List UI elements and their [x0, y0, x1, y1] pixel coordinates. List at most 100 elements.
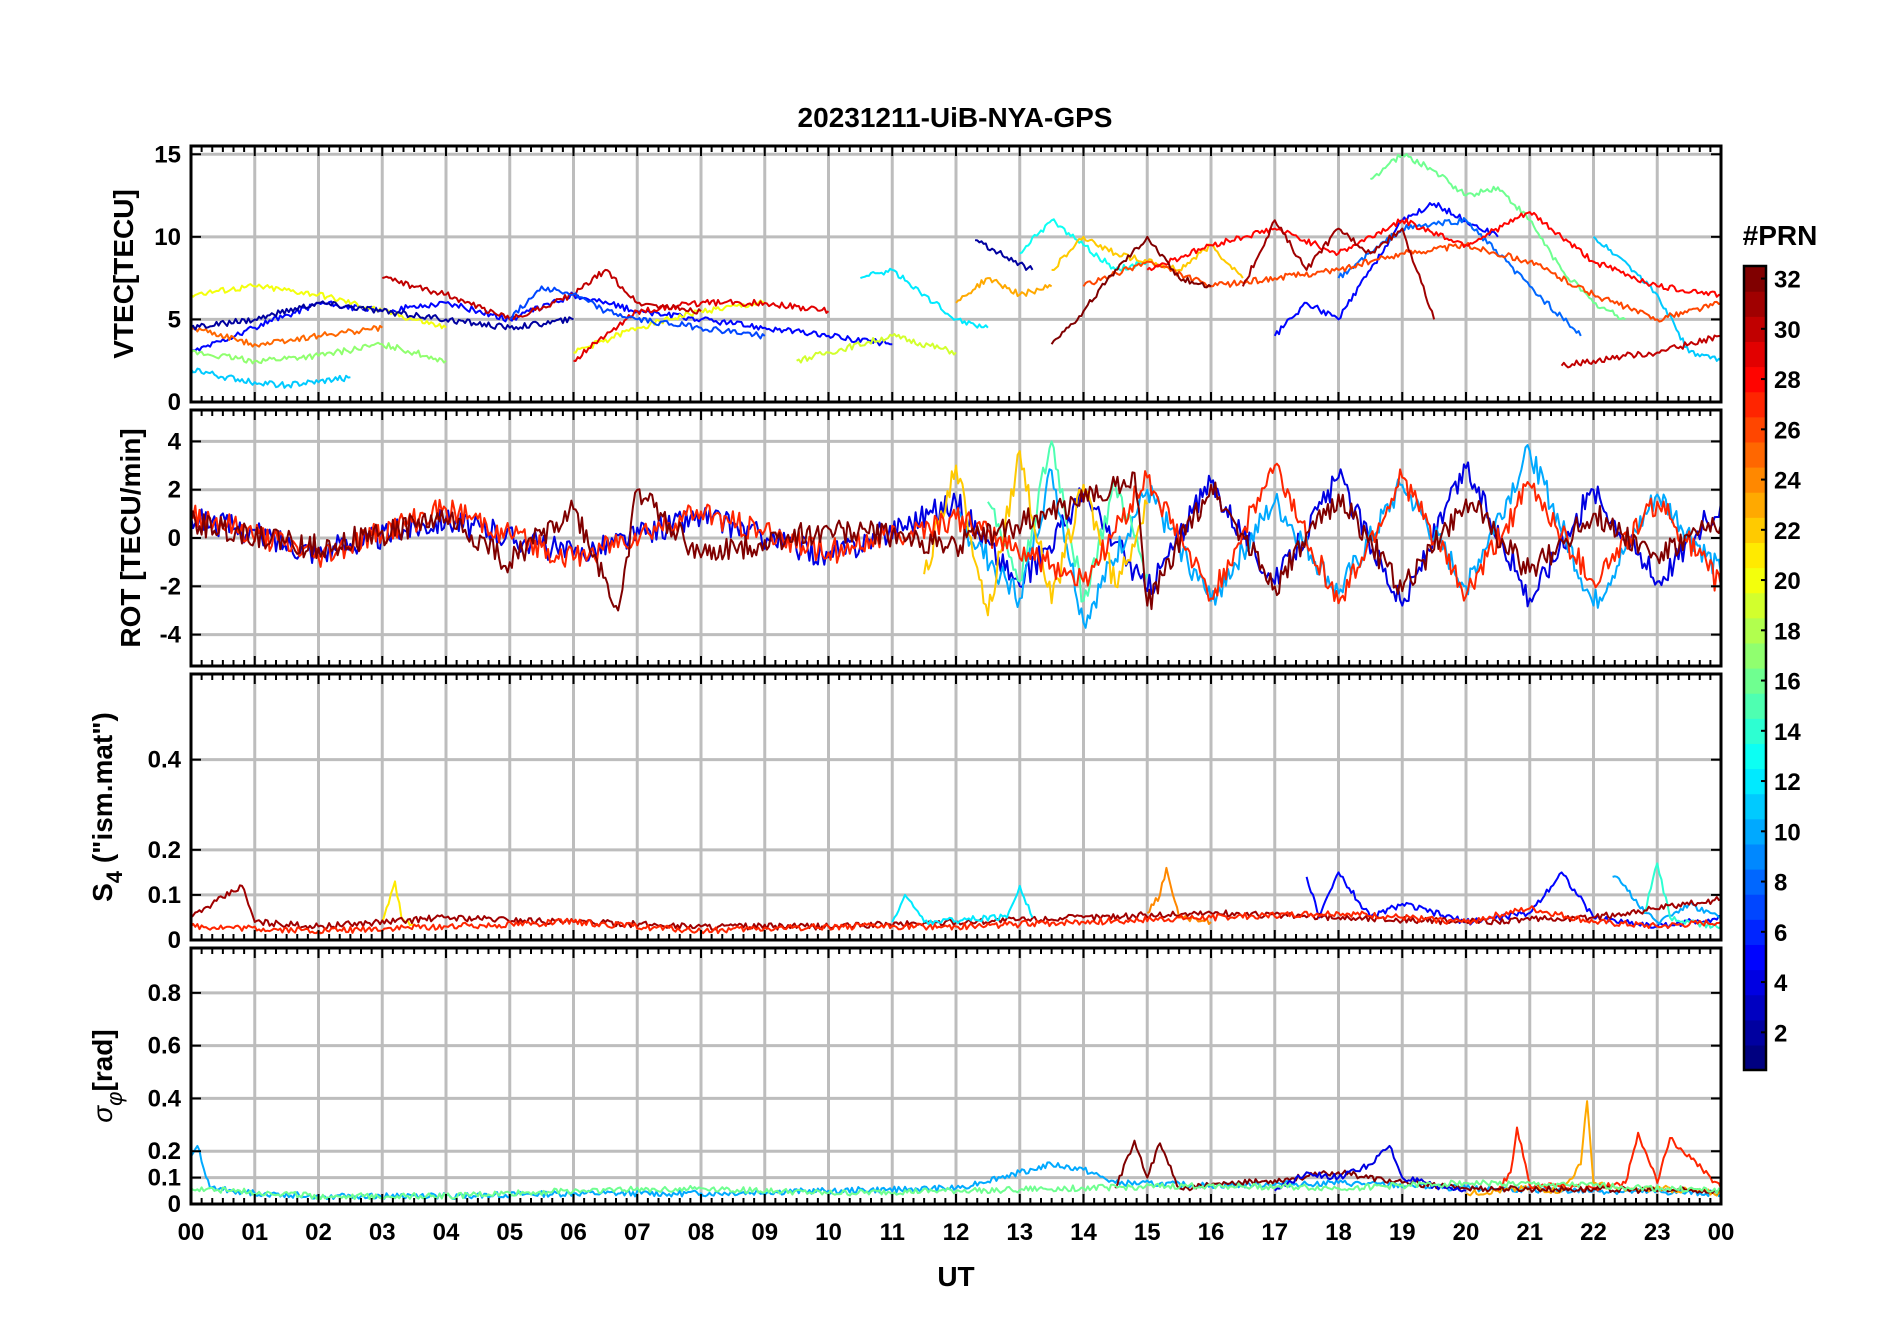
colorbar-band-prn-19: [1744, 592, 1766, 619]
colorbar-tick-label: 24: [1774, 468, 1801, 495]
x-tick-label: 11: [880, 1219, 905, 1246]
panel-vtec-series-prn-25: [191, 324, 383, 348]
colorbar-band-prn-25: [1744, 441, 1766, 468]
x-tick-label: 12: [943, 1219, 970, 1246]
x-tick-label: 01: [241, 1219, 268, 1246]
colorbar-frame: [1742, 264, 1768, 1072]
colorbar-band-prn-11: [1744, 793, 1766, 820]
panel-s4-series-prn-10: [1612, 875, 1721, 925]
colorbar-band-prn-17: [1744, 642, 1766, 669]
x-tick-label: 23: [1644, 1219, 1671, 1246]
panel-s4-ytick-label: 0.4: [148, 747, 182, 774]
colorbar-tick-label: 10: [1774, 819, 1801, 846]
panel-rot-series-prn-10: [955, 444, 1721, 629]
colorbar-tick-label: 26: [1774, 417, 1801, 444]
panel-rot-ytick-label: -2: [160, 573, 181, 600]
panel-vtec-series-prn-29: [573, 298, 830, 362]
panel-vtec-series-prn-2: [191, 300, 574, 331]
panel-vtec-series: [191, 153, 1721, 389]
colorbar-band-prn-21: [1744, 542, 1766, 569]
panel-sigma_phi-series-prn-27: [1497, 1126, 1721, 1192]
colorbar-band-prn-3: [1744, 994, 1766, 1021]
panel-vtec-ylabel: VTEC[TECU]: [108, 189, 139, 359]
colorbar-tick-label: 12: [1774, 769, 1801, 796]
x-axis-label: UT: [937, 1261, 974, 1292]
panel-vtec-series-prn-26: [1082, 242, 1721, 323]
colorbar-tick-label: 32: [1774, 267, 1801, 294]
colorbar-band-prn-32: [1744, 266, 1766, 292]
panel-sigma-phi-ylabel-main: σ: [87, 1105, 118, 1123]
colorbar-band-prn-2: [1744, 1019, 1766, 1046]
panel-vtec-ytick-label: 15: [154, 141, 181, 168]
x-tick-label: 04: [433, 1219, 460, 1246]
panel-s4-series-prn-12: [891, 884, 1034, 926]
panel-vtec-series-prn-20: [191, 283, 447, 330]
panel-sigma_phi-ytick-label: 0.1: [148, 1165, 181, 1192]
colorbar-band-prn-28: [1744, 366, 1766, 393]
panel-rot-series-prn-15: [987, 440, 1149, 603]
panel-s4-ytick-label: 0.2: [148, 837, 181, 864]
panel-vtec-ytick-label: 10: [154, 224, 181, 251]
x-tick-label: 00: [178, 1219, 205, 1246]
x-tick-label: 17: [1261, 1219, 1288, 1246]
panel-s4: 0 0.1 0.2 0.4 S4 ("ism.mat"): [87, 672, 1723, 954]
colorbar-tick-label: 28: [1774, 367, 1801, 394]
panel-rot-ytick-label: 4: [168, 428, 182, 455]
panel-vtec: 0 5 10 15 VTEC[TECU]: [108, 141, 1723, 416]
panel-s4-ylabel-sub: 4: [102, 870, 127, 883]
panel-s4-ylabel-rest: ("ism.mat"): [87, 712, 118, 871]
colorbar-band-prn-18: [1744, 617, 1766, 644]
x-tick-label: 18: [1325, 1219, 1352, 1246]
colorbar-band-prn-10: [1744, 818, 1766, 845]
panel-sigma_phi-ytick-label: 0: [168, 1191, 181, 1218]
colorbar-tick-label: 18: [1774, 618, 1801, 645]
panel-vtec-series-prn-16: [1370, 153, 1626, 321]
panel-sigma-phi-ylabel-sub: φ: [102, 1091, 127, 1105]
x-tick-label: 13: [1006, 1219, 1033, 1246]
colorbar-band-prn-5: [1744, 944, 1766, 971]
panel-vtec-series-prn-11: [1592, 236, 1721, 362]
colorbar-band-prn-12: [1744, 768, 1766, 795]
x-tick-label: 05: [496, 1219, 523, 1246]
panel-vtec-series-prn-32: [1050, 235, 1212, 345]
panel-vtec-series-prn-5: [1273, 202, 1499, 337]
colorbar-band-prn-15: [1744, 693, 1766, 719]
panel-sigma-phi-ticks: 00.10.2 0.4 0.6 0.8: [148, 948, 1722, 1218]
panel-sigma_phi-ytick-label: 0.6: [148, 1033, 181, 1060]
panel-vtec-frame: [189, 144, 1723, 404]
x-tick-label: 06: [560, 1219, 587, 1246]
colorbar-tick-label: 2: [1774, 1020, 1787, 1047]
panel-vtec-series-prn-13: [1019, 218, 1149, 273]
colorbar-band-prn-23: [1744, 492, 1766, 518]
colorbar-band-prn-4: [1744, 969, 1766, 996]
panel-vtec-ytick-label: 0: [168, 389, 181, 416]
panel-sigma-phi: 00.10.2 0.4 0.6 0.8 σφ[rad]: [87, 946, 1723, 1218]
x-tick-label: 15: [1134, 1219, 1161, 1246]
colorbar-band-prn-27: [1744, 391, 1766, 418]
x-tick-label: 22: [1580, 1219, 1607, 1246]
panel-rot-ytick-label: 2: [168, 477, 181, 504]
panel-rot-ytick-label: 0: [168, 525, 181, 552]
panel-vtec-series-prn-19: [796, 333, 957, 364]
panel-rot-series-prn-27: [191, 462, 1721, 605]
panel-s4-frame: [189, 672, 1723, 942]
colorbar-band-prn-24: [1744, 467, 1766, 493]
x-tick-label: 21: [1516, 1219, 1543, 1246]
x-tick-label: 03: [369, 1219, 396, 1246]
x-tick-label: 14: [1070, 1219, 1097, 1246]
x-tick-label: 08: [688, 1219, 715, 1246]
chart-title: 20231211-UiB-NYA-GPS: [798, 102, 1113, 133]
colorbar-band-prn-7: [1744, 894, 1766, 920]
panel-rot-grid: [189, 410, 1723, 666]
panel-vtec-series-prn-12: [860, 267, 989, 329]
x-tick-label: 19: [1389, 1219, 1416, 1246]
panel-s4-ylabel-main: S: [87, 883, 118, 902]
colorbar-bands: [1744, 266, 1766, 1071]
panel-sigma-phi-ylabel-rest: [rad]: [87, 1029, 118, 1091]
panel-rot-ylabel: ROT [TECU/min]: [115, 428, 146, 647]
colorbar-tick-label: 14: [1774, 719, 1801, 746]
x-tick-label: 00: [1708, 1219, 1735, 1246]
panel-rot-ytick-label: -4: [160, 622, 182, 649]
panel-vtec-series-prn-11: [191, 367, 351, 389]
